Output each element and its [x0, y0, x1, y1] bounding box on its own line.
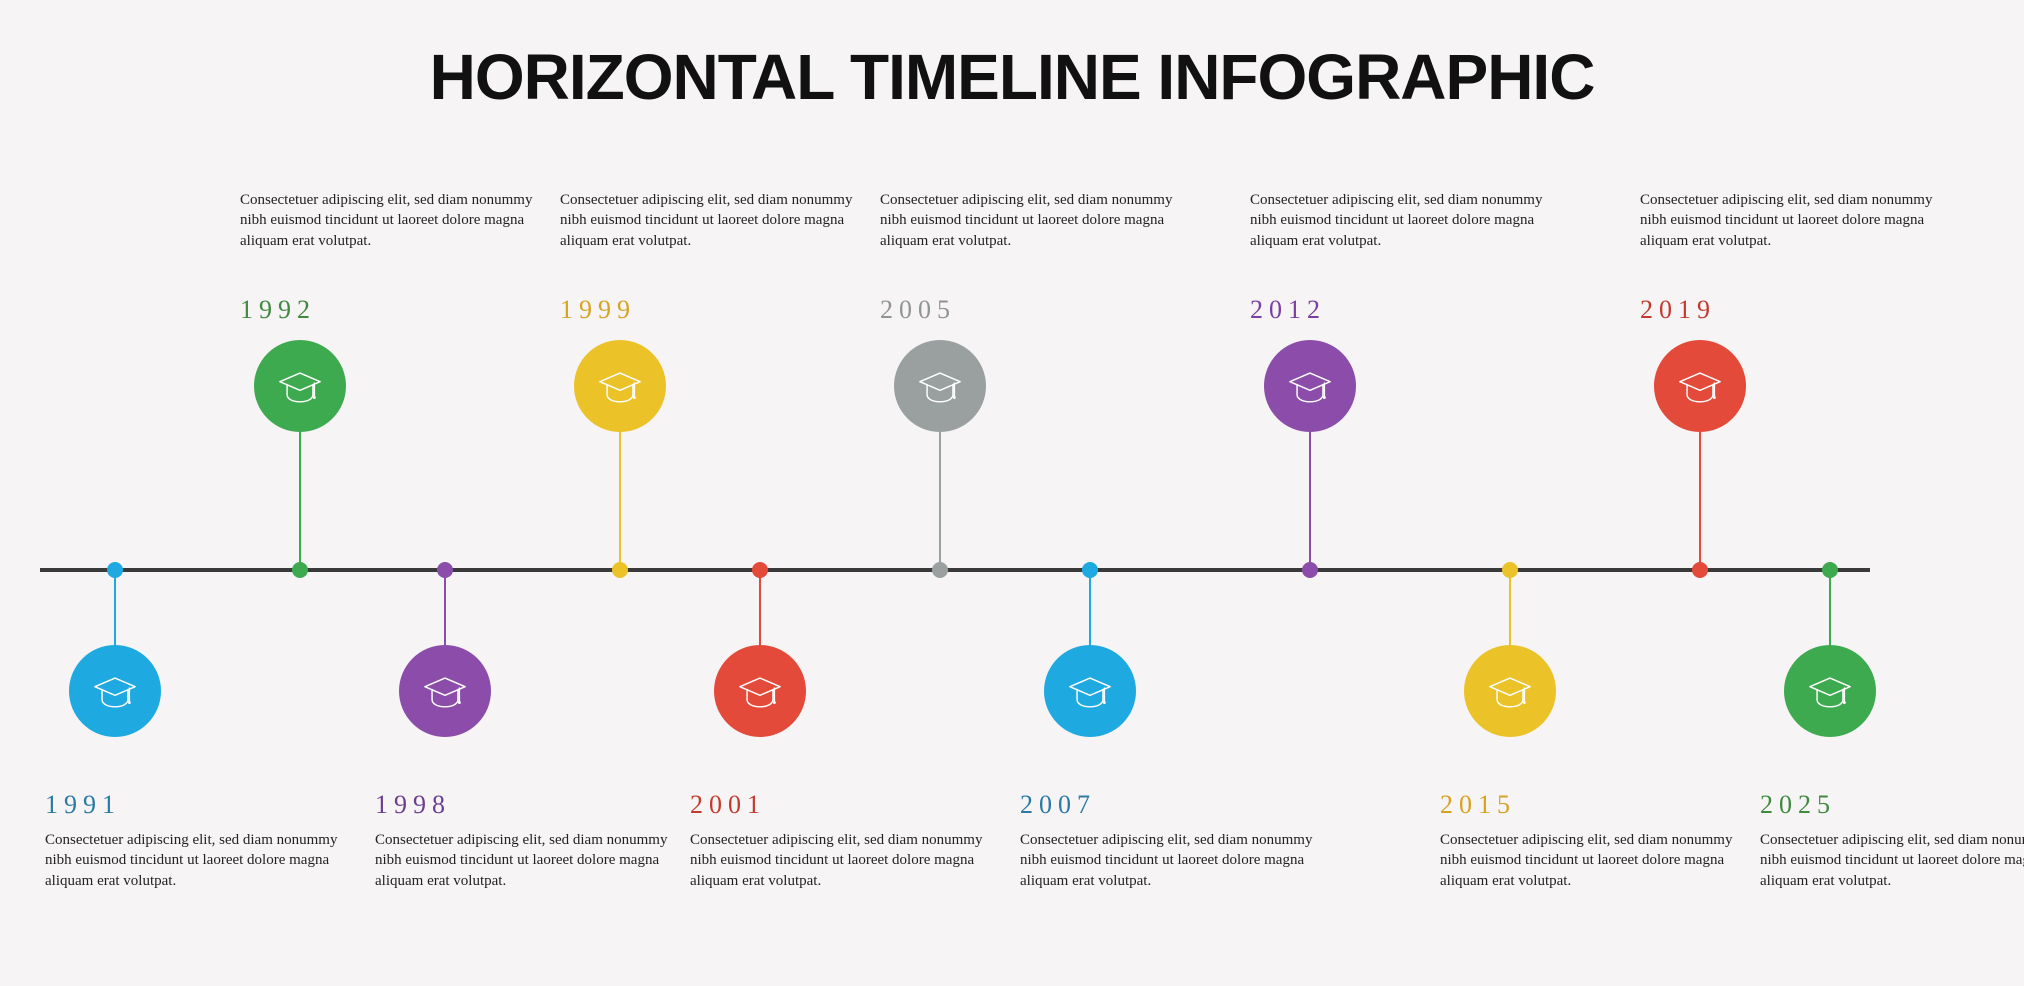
milestone-description: Consectetuer adipiscing elit, sed diam n…	[560, 190, 860, 251]
graduation-cap-icon	[1677, 363, 1723, 409]
graduation-cap-icon	[1067, 668, 1113, 714]
graduation-cap-icon	[1487, 668, 1533, 714]
timeline-stem	[1509, 570, 1511, 650]
milestone-description: Consectetuer adipiscing elit, sed diam n…	[880, 190, 1180, 251]
milestone-circle	[1464, 645, 1556, 737]
milestone-circle	[714, 645, 806, 737]
graduation-cap-icon	[737, 668, 783, 714]
milestone-circle	[1264, 340, 1356, 432]
timeline-stem	[759, 570, 761, 650]
graduation-cap-icon	[917, 363, 963, 409]
milestone-description: Consectetuer adipiscing elit, sed diam n…	[1020, 830, 1320, 891]
milestone-description: Consectetuer adipiscing elit, sed diam n…	[1250, 190, 1550, 251]
milestone-description: Consectetuer adipiscing elit, sed diam n…	[45, 830, 345, 891]
timeline-stem	[619, 430, 621, 570]
graduation-cap-icon	[1287, 363, 1333, 409]
milestone-circle	[1044, 645, 1136, 737]
graduation-cap-icon	[277, 363, 323, 409]
milestone-year: 2025	[1760, 790, 1836, 820]
milestone-description: Consectetuer adipiscing elit, sed diam n…	[375, 830, 675, 891]
timeline-stem	[299, 430, 301, 570]
timeline-stem	[1829, 570, 1831, 650]
milestone-description: Consectetuer adipiscing elit, sed diam n…	[1640, 190, 1940, 251]
milestone-description: Consectetuer adipiscing elit, sed diam n…	[690, 830, 990, 891]
page-title: HORIZONTAL TIMELINE INFOGRAPHIC	[0, 40, 2024, 114]
milestone-circle	[399, 645, 491, 737]
timeline-stem	[1089, 570, 1091, 650]
milestone-description: Consectetuer adipiscing elit, sed diam n…	[1440, 830, 1740, 891]
graduation-cap-icon	[1807, 668, 1853, 714]
timeline-axis	[40, 568, 1870, 572]
milestone-year: 2005	[880, 295, 956, 325]
milestone-description: Consectetuer adipiscing elit, sed diam n…	[240, 190, 540, 251]
milestone-year: 1998	[375, 790, 451, 820]
milestone-circle	[894, 340, 986, 432]
graduation-cap-icon	[422, 668, 468, 714]
timeline-stem	[114, 570, 116, 650]
milestone-year: 1999	[560, 295, 636, 325]
milestone-year: 1991	[45, 790, 121, 820]
milestone-year: 2012	[1250, 295, 1326, 325]
timeline-stem	[1699, 430, 1701, 570]
milestone-year: 2015	[1440, 790, 1516, 820]
graduation-cap-icon	[92, 668, 138, 714]
milestone-year: 2001	[690, 790, 766, 820]
milestone-circle	[1784, 645, 1876, 737]
milestone-year: 2019	[1640, 295, 1716, 325]
milestone-circle	[254, 340, 346, 432]
timeline-stem	[444, 570, 446, 650]
milestone-year: 1992	[240, 295, 316, 325]
timeline-stem	[939, 430, 941, 570]
milestone-circle	[574, 340, 666, 432]
milestone-circle	[69, 645, 161, 737]
timeline-stem	[1309, 430, 1311, 570]
graduation-cap-icon	[597, 363, 643, 409]
milestone-circle	[1654, 340, 1746, 432]
milestone-description: Consectetuer adipiscing elit, sed diam n…	[1760, 830, 2024, 891]
milestone-year: 2007	[1020, 790, 1096, 820]
